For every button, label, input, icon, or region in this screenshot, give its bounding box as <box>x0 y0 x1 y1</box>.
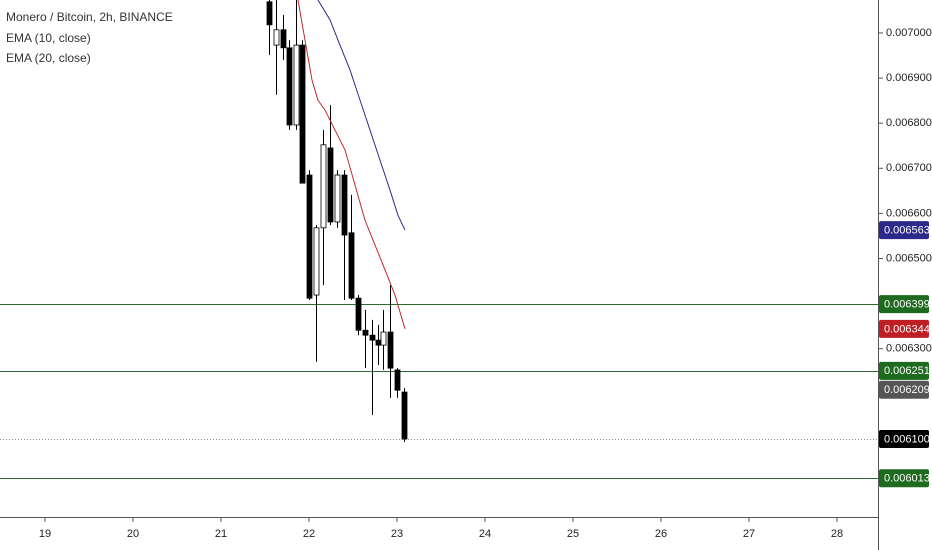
y-tick-label: 0.006800 <box>886 117 932 129</box>
candle-body <box>355 297 362 331</box>
candle-body <box>375 339 382 346</box>
price-label-text: 0.006563 <box>884 224 930 236</box>
price-label: 0.006344 <box>879 319 930 338</box>
y-tick-label: 0.006900 <box>886 72 932 84</box>
price-label-box <box>879 469 929 488</box>
candle-body <box>362 329 369 336</box>
price-label-text: 0.006100 <box>884 433 930 445</box>
y-tick-label: 0.006600 <box>886 207 932 219</box>
price-label-box <box>879 429 929 448</box>
x-tick-label: 28 <box>831 528 843 540</box>
price-label: 0.006251 <box>879 361 930 380</box>
candle-body <box>299 44 306 184</box>
candle-body <box>273 29 280 46</box>
x-tick-label: 21 <box>215 528 227 540</box>
candle-body <box>341 174 348 236</box>
price-label-text: 0.006344 <box>884 323 930 335</box>
candle-body <box>387 331 394 369</box>
plot-area <box>0 0 878 479</box>
price-label: 0.006563 <box>879 221 930 240</box>
x-tick-label: 22 <box>303 528 315 540</box>
legend-entry: EMA (10, close) <box>6 31 91 45</box>
chart-title: Monero / Bitcoin, 2h, BINANCE <box>6 10 173 24</box>
candle-body <box>293 44 300 126</box>
ema-line <box>317 0 406 231</box>
price-label-text: 0.006209 <box>884 384 930 396</box>
candle-body <box>369 334 376 341</box>
price-label-text: 0.006251 <box>884 365 930 377</box>
x-tick-label: 20 <box>127 528 139 540</box>
candle-body <box>266 1 273 26</box>
x-tick-label: 23 <box>391 528 403 540</box>
candle-body <box>280 29 287 49</box>
y-tick-label: 0.006500 <box>886 252 932 264</box>
y-tick-label: 0.006300 <box>886 343 932 355</box>
candle-body <box>320 144 327 229</box>
x-tick-label: 27 <box>743 528 755 540</box>
candle-body <box>348 232 355 299</box>
x-tick-label: 25 <box>567 528 579 540</box>
price-label-box <box>879 361 929 380</box>
legend-entry: EMA (20, close) <box>6 51 91 65</box>
price-label-box <box>879 319 929 338</box>
candle-body <box>306 174 313 299</box>
y-tick-label: 0.006700 <box>886 162 932 174</box>
candle-body <box>334 174 341 223</box>
price-label-box <box>879 221 929 240</box>
price-label-box <box>879 295 929 314</box>
candle-body <box>394 369 401 391</box>
x-tick-label: 26 <box>655 528 667 540</box>
x-tick-label: 19 <box>39 528 51 540</box>
x-tick-label: 24 <box>479 528 491 540</box>
price-label: 0.006100 <box>879 429 930 448</box>
price-label: 0.006209 <box>879 380 930 399</box>
price-label-box <box>879 380 929 399</box>
candle-body <box>380 331 387 346</box>
price-label-text: 0.006399 <box>884 298 930 310</box>
price-label-text: 0.006013 <box>884 473 930 485</box>
price-label: 0.006399 <box>879 295 930 314</box>
candle-body <box>327 147 334 223</box>
ema-line <box>297 0 406 330</box>
candle-body <box>286 47 293 126</box>
y-tick-label: 0.007000 <box>886 27 932 39</box>
candle-body <box>313 227 320 296</box>
price-label: 0.006013 <box>879 469 930 488</box>
candle-body <box>401 391 408 440</box>
